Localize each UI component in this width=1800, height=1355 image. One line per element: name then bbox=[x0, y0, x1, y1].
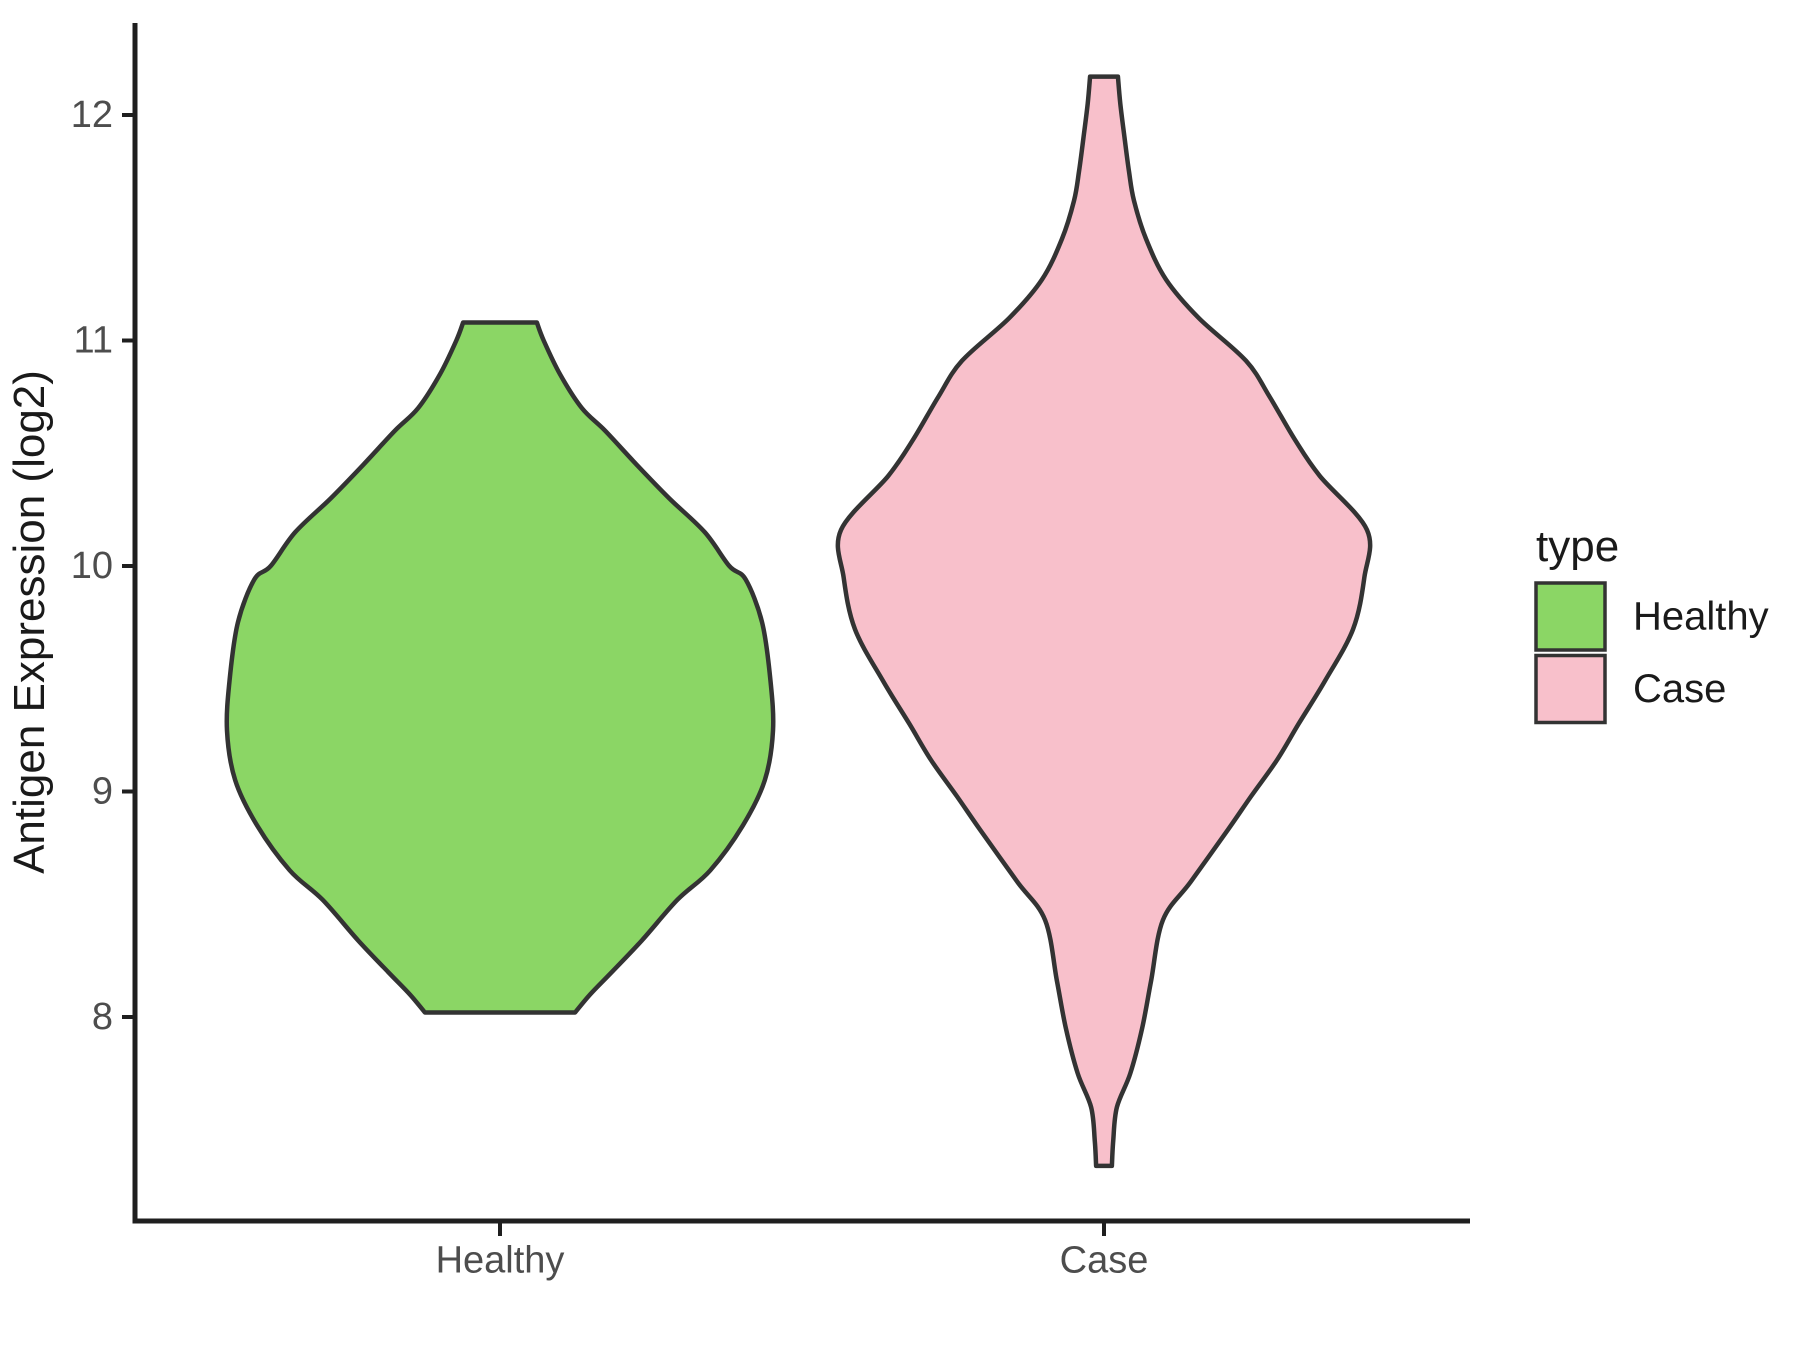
legend-item-healthy: Healthy bbox=[1534, 581, 1769, 652]
axes-layer: 12 11 10 9 8 Healthy Case bbox=[71, 23, 1470, 1281]
legend-key-healthy bbox=[1534, 581, 1607, 652]
legend-label: Case bbox=[1633, 667, 1726, 711]
y-tick-label: 12 bbox=[71, 94, 113, 136]
x-category-label: Healthy bbox=[436, 1239, 565, 1281]
y-tick-label: 8 bbox=[92, 996, 113, 1038]
y-tick-label: 10 bbox=[71, 545, 113, 587]
y-tick-label: 9 bbox=[92, 771, 113, 813]
violins-layer bbox=[224, 74, 1373, 1169]
legend-title: type bbox=[1536, 522, 1619, 571]
axis-lines bbox=[132, 23, 1470, 1224]
violin-healthy bbox=[224, 320, 776, 1015]
y-tick-label: 11 bbox=[74, 320, 113, 362]
x-category-label: Case bbox=[1060, 1239, 1149, 1281]
legend-items: Healthy Case bbox=[1534, 581, 1769, 725]
violin-case bbox=[835, 74, 1373, 1169]
legend-item-case: Case bbox=[1534, 653, 1726, 725]
legend-label: Healthy bbox=[1633, 595, 1769, 639]
legend: type Healthy Case bbox=[1534, 522, 1769, 725]
y-axis-title: Antigen Expression (log2) bbox=[5, 370, 54, 874]
legend-key-case bbox=[1534, 653, 1607, 725]
